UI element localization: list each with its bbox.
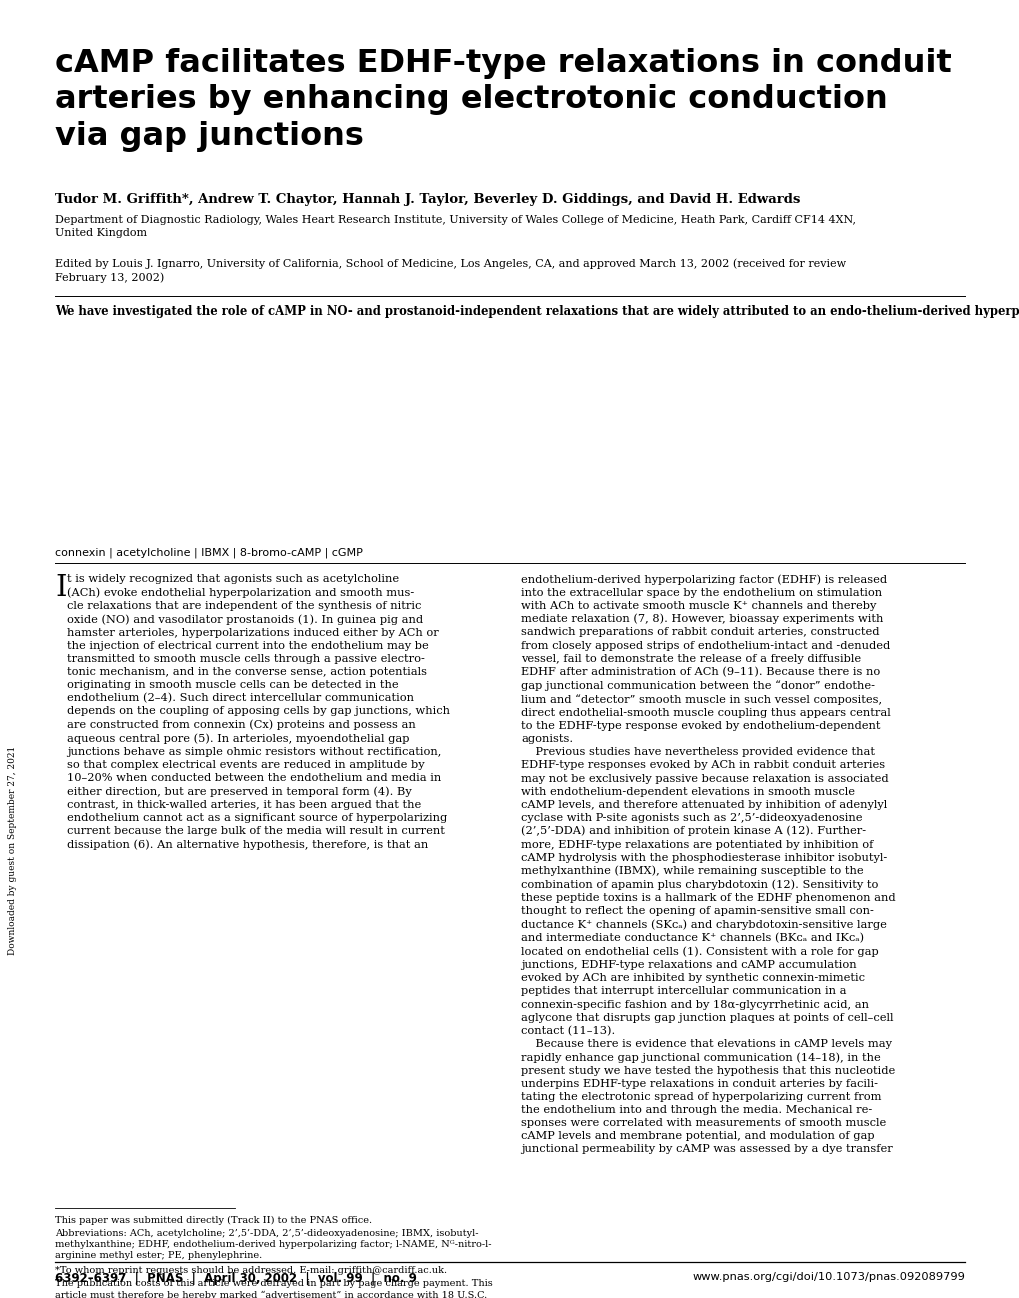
Text: Tudor M. Griffith*, Andrew T. Chaytor, Hannah J. Taylor, Beverley D. Giddings, a: Tudor M. Griffith*, Andrew T. Chaytor, H… (55, 193, 800, 206)
Text: www.pnas.org/cgi/doi/10.1073/pnas.092089799: www.pnas.org/cgi/doi/10.1073/pnas.092089… (692, 1272, 964, 1282)
Text: This paper was submitted directly (Track II) to the PNAS office.: This paper was submitted directly (Track… (55, 1216, 372, 1225)
Text: The publication costs of this article were defrayed in part by page charge payme: The publication costs of this article we… (55, 1279, 492, 1298)
Text: 6392–6397  |  PNAS  |  April 30, 2002  |  vol. 99  |  no. 9: 6392–6397 | PNAS | April 30, 2002 | vol.… (55, 1272, 417, 1285)
Text: Downloaded by guest on September 27, 2021: Downloaded by guest on September 27, 202… (8, 745, 17, 954)
Text: *To whom reprint requests should be addressed. E-mail: griffith@cardiff.ac.uk.: *To whom reprint requests should be addr… (55, 1266, 446, 1275)
Text: We have investigated the role of cAMP in NO- and prostanoid-independent relaxati: We have investigated the role of cAMP in… (55, 305, 1019, 318)
Text: connexin | acetylcholine | IBMX | 8-bromo-cAMP | cGMP: connexin | acetylcholine | IBMX | 8-brom… (55, 548, 363, 558)
Text: Department of Diagnostic Radiology, Wales Heart Research Institute, University o: Department of Diagnostic Radiology, Wale… (55, 215, 855, 239)
Text: endothelium-derived hyperpolarizing factor (EDHF) is released
into the extracell: endothelium-derived hyperpolarizing fact… (521, 574, 895, 1154)
Text: Edited by Louis J. Ignarro, University of California, School of Medicine, Los An: Edited by Louis J. Ignarro, University o… (55, 258, 846, 283)
Text: I: I (55, 574, 66, 602)
Text: t is widely recognized that agonists such as acetylcholine
(ACh) evoke endotheli: t is widely recognized that agonists suc… (67, 574, 449, 850)
Text: Abbreviations: ACh, acetylcholine; 2’,5’-DDA, 2’,5’-dideoxyadenosine; IBMX, isob: Abbreviations: ACh, acetylcholine; 2’,5’… (55, 1229, 491, 1260)
Text: cAMP facilitates EDHF-type relaxations in conduit
arteries by enhancing electrot: cAMP facilitates EDHF-type relaxations i… (55, 48, 951, 152)
